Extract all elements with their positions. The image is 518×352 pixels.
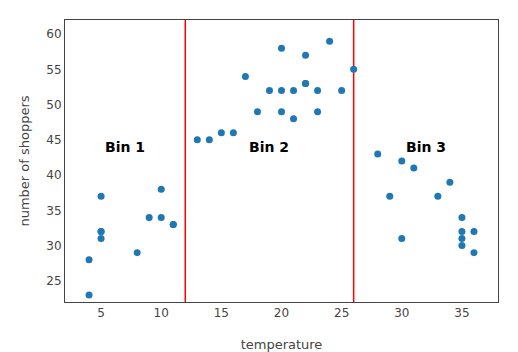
svg-text:5: 5 [97, 306, 105, 320]
svg-text:20: 20 [274, 306, 289, 320]
svg-text:40: 40 [46, 168, 61, 182]
svg-text:55: 55 [46, 63, 61, 77]
svg-text:50: 50 [46, 98, 61, 112]
svg-text:number of shoppers: number of shoppers [17, 95, 32, 226]
svg-text:25: 25 [46, 274, 61, 288]
svg-text:10: 10 [154, 306, 169, 320]
svg-text:Bin 2: Bin 2 [249, 139, 289, 155]
svg-text:35: 35 [46, 204, 61, 218]
svg-text:35: 35 [454, 306, 469, 320]
svg-text:15: 15 [214, 306, 229, 320]
svg-text:temperature: temperature [241, 337, 323, 352]
svg-text:30: 30 [46, 239, 61, 253]
svg-text:30: 30 [394, 306, 409, 320]
svg-text:45: 45 [46, 133, 61, 147]
svg-text:Bin 3: Bin 3 [406, 139, 446, 155]
svg-text:60: 60 [46, 27, 61, 41]
svg-text:Bin 1: Bin 1 [105, 139, 145, 155]
svg-text:25: 25 [334, 306, 349, 320]
